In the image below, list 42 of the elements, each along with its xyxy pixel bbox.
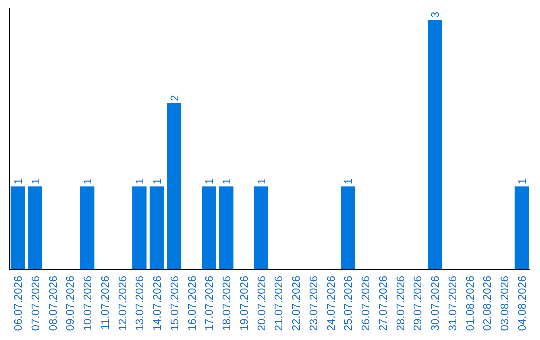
x-tick-label: 01.08.2026 <box>464 276 477 332</box>
x-tick-label: 08.07.2026 <box>48 276 60 332</box>
x-tick-label: 11.07.2026 <box>100 276 112 330</box>
x-tick-label: 02.08.2026 <box>482 276 494 332</box>
x-tick-label: 16.07.2026 <box>186 276 199 332</box>
data-label: 3 <box>430 12 442 18</box>
data-label: 1 <box>343 178 356 185</box>
x-tick-label: 26.07.2026 <box>360 276 373 332</box>
x-tick-label: 10.07.2026 <box>82 276 95 332</box>
x-tick-label: 21.07.2026 <box>274 276 286 332</box>
data-label: 1 <box>222 178 234 185</box>
x-tick-label: 31.07.2026 <box>447 276 460 332</box>
x-tick-label: 25.07.2026 <box>343 276 356 332</box>
data-label: 1 <box>30 178 42 185</box>
data-label: 1 <box>134 178 147 185</box>
x-tick-label: 12.07.2026 <box>117 276 130 332</box>
x-tick-label: 17.07.2026 <box>204 276 216 332</box>
data-label: 1 <box>204 178 216 185</box>
x-tick-label: 23.07.2026 <box>308 276 320 332</box>
x-tick-label: 14.07.2026 <box>152 276 164 332</box>
data-label: 1 <box>517 178 530 185</box>
x-tick-label: 15.07.2026 <box>169 276 182 332</box>
data-label: 1 <box>12 178 25 185</box>
data-label: 1 <box>82 178 95 185</box>
x-tick-label: 04.08.2026 <box>517 276 530 332</box>
x-tick-label: 09.07.2026 <box>65 276 78 332</box>
x-tick-label: 27.07.2026 <box>378 276 390 332</box>
x-tick-label: 29.07.2026 <box>412 276 425 332</box>
data-label: 1 <box>152 178 164 185</box>
x-tick-label: 18.07.2026 <box>222 276 234 332</box>
x-tick-label: 30.07.2026 <box>430 276 442 332</box>
data-label: 2 <box>169 95 182 102</box>
x-tick-label: 20.07.2026 <box>256 276 268 332</box>
x-tick-label: 07.07.2026 <box>30 276 42 332</box>
x-tick-label: 06.07.2026 <box>12 276 25 332</box>
x-tick-label: 03.08.2026 <box>500 276 512 332</box>
x-tick-label: 22.07.2026 <box>291 276 304 332</box>
data-label: 1 <box>256 178 268 185</box>
x-tick-label: 13.07.2026 <box>134 276 147 332</box>
x-tick-label: 19.07.2026 <box>238 276 251 332</box>
x-tick-label: 28.07.2026 <box>395 276 408 332</box>
x-tick-label: 24.07.2026 <box>326 276 338 332</box>
